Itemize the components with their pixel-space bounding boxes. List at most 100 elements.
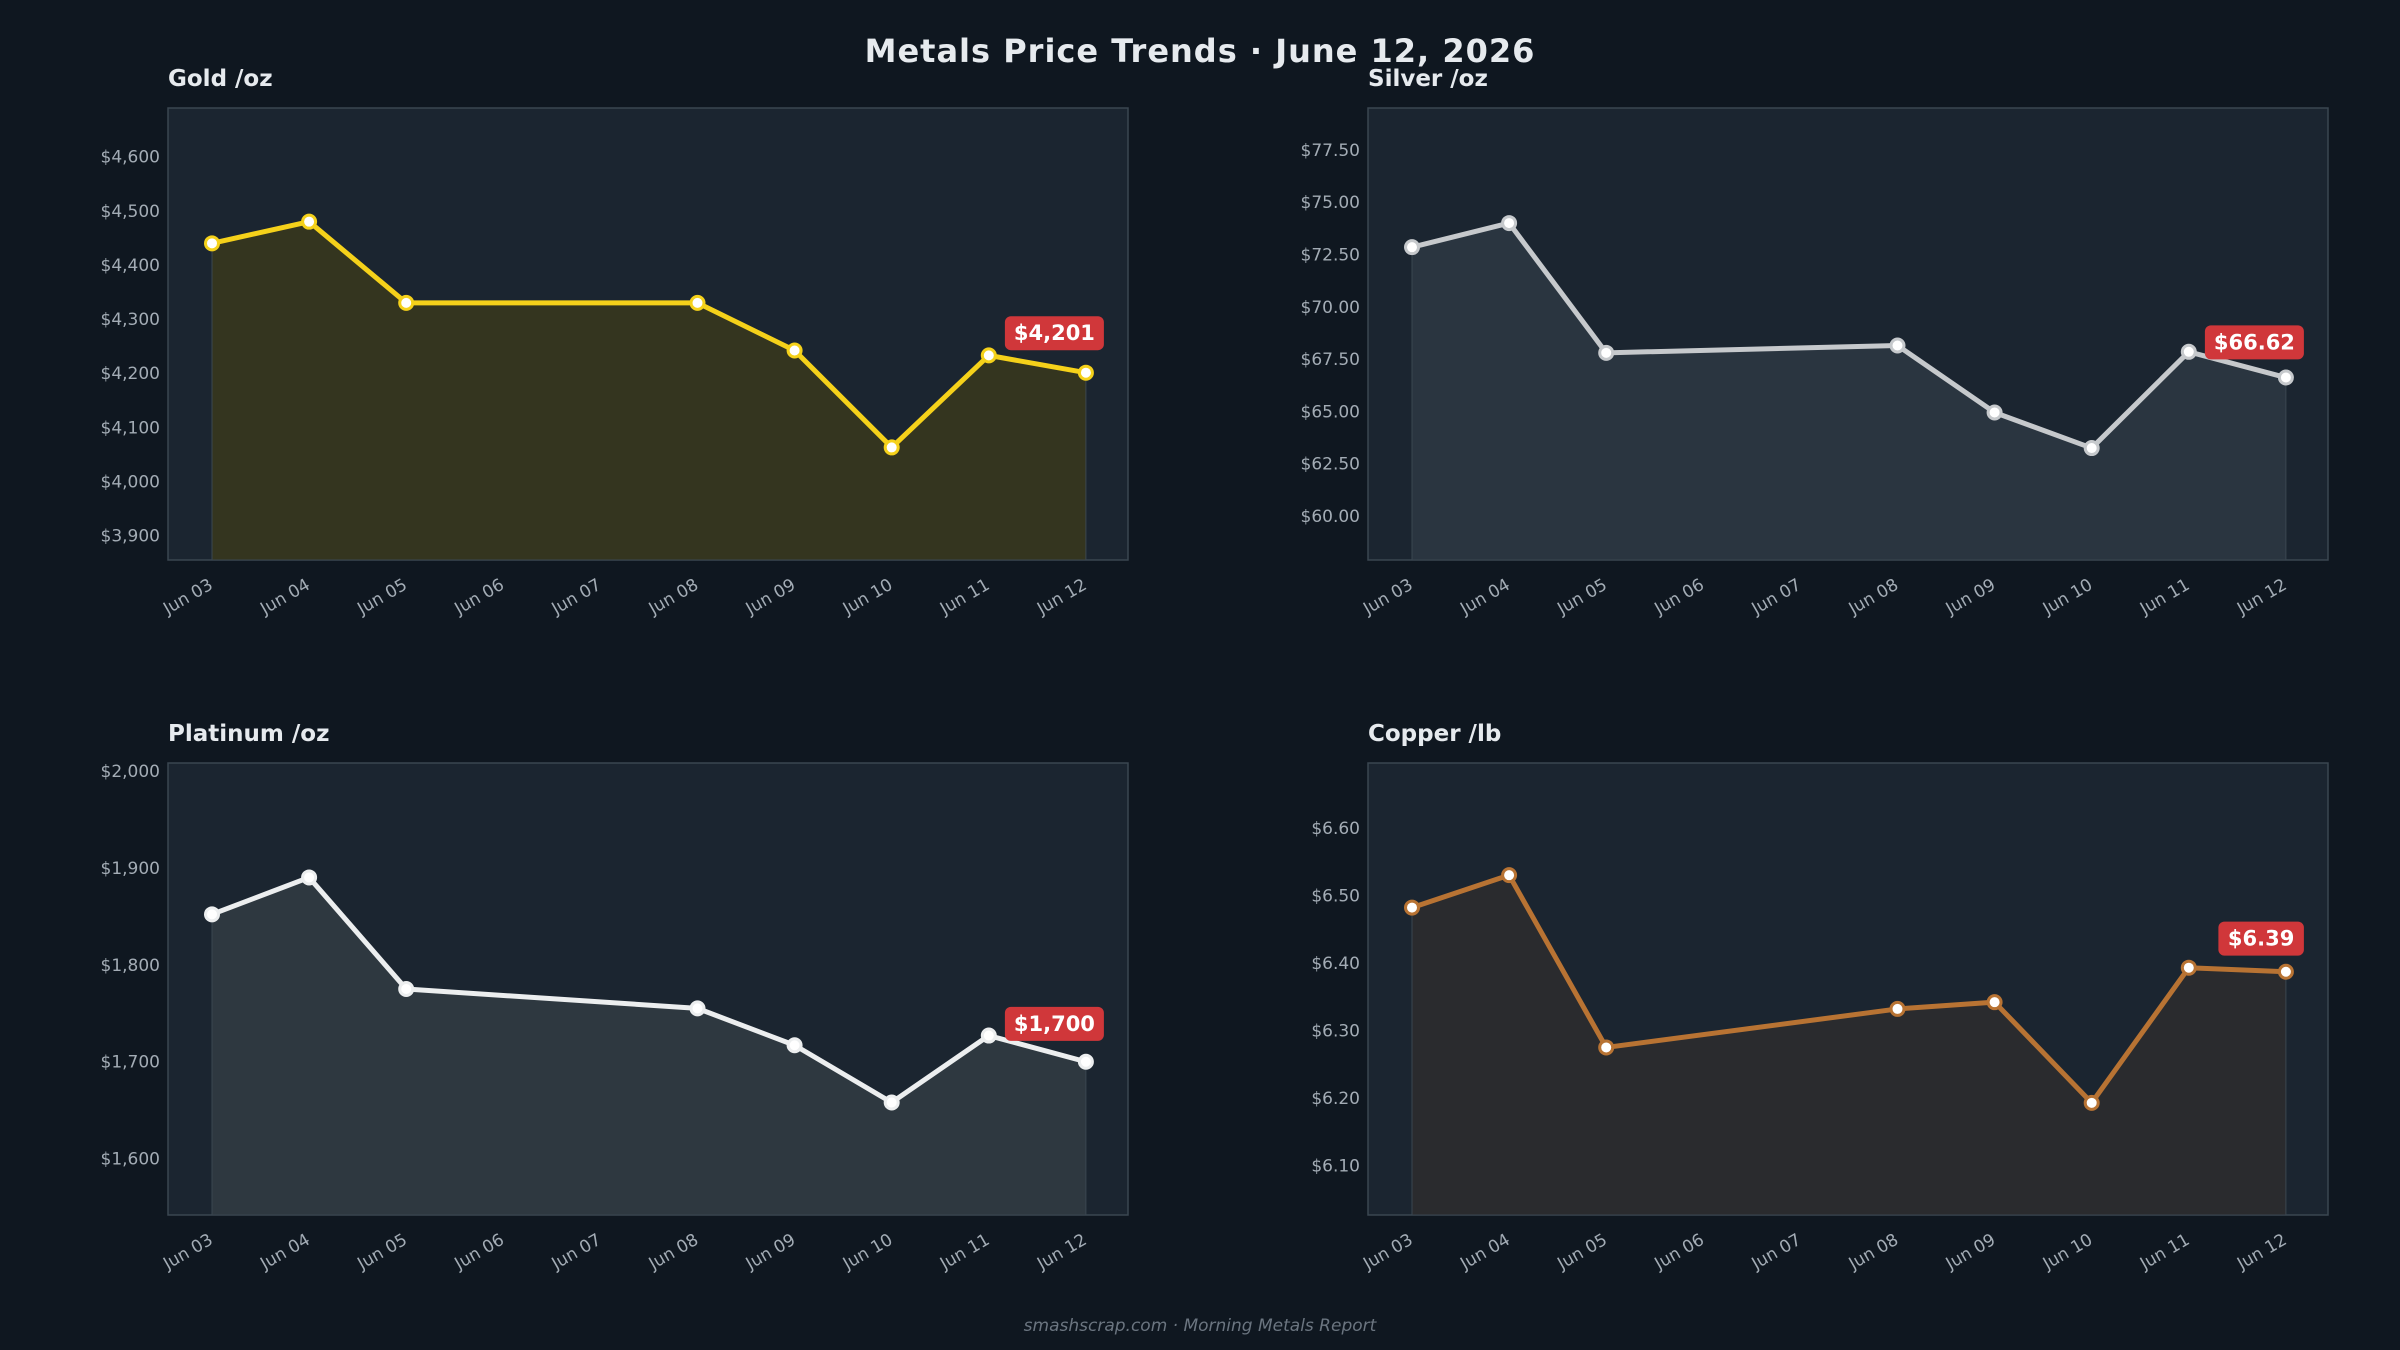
y-tick-label: $62.50	[1301, 455, 1360, 475]
series-line	[1411, 872, 2287, 1106]
y-tick-label: $4,600	[101, 148, 160, 168]
y-tick-label: $1,900	[101, 859, 160, 879]
y-tick-label: $3,900	[101, 527, 160, 547]
y-tick-label: $1,800	[101, 956, 160, 976]
x-tick-label: Jun 10	[839, 1230, 896, 1275]
y-tick-label: $4,000	[101, 473, 160, 493]
y-tick-label: $1,600	[101, 1150, 160, 1170]
x-tick-label: Jun 12	[2233, 575, 2290, 620]
page-title: Metals Price Trends · June 12, 2026	[864, 32, 1536, 70]
x-tick-label: Jun 10	[2039, 575, 2096, 620]
price-callout-badge	[1004, 1006, 1104, 1041]
x-tick-label: Jun 11	[2136, 1230, 2193, 1275]
data-point	[980, 1027, 997, 1044]
y-tick-label: $72.50	[1301, 245, 1360, 265]
data-point	[398, 981, 415, 997]
y-tick-label: $6.30	[1311, 1022, 1360, 1042]
data-point	[398, 294, 415, 311]
chart-panel-1: Gold /oz $3,900 $4,000 $4,100 $4,200 $4,300 $4…	[101, 66, 1129, 620]
x-tick-label: Jun 03	[1359, 1230, 1416, 1275]
y-tick-label: $4,100	[101, 418, 160, 438]
data-point	[1986, 994, 2003, 1011]
price-callout-badge	[1004, 316, 1104, 351]
x-tick-label: Jun 12	[2233, 1230, 2290, 1275]
x-tick-label: Jun 07	[548, 1230, 605, 1275]
x-tick-label: Jun 03	[1359, 575, 1416, 620]
series-line	[1411, 220, 2287, 451]
data-point	[204, 235, 220, 252]
x-tick-label: Jun 11	[2136, 575, 2193, 620]
footer-credit: smashscrap.com · Morning Metals Report	[1023, 1316, 1377, 1336]
data-point	[1889, 337, 1906, 354]
x-tick-label: Jun 05	[353, 1230, 410, 1275]
x-tick-label: Jun 12	[1033, 1230, 1090, 1275]
y-tick-label: $6.60	[1311, 819, 1360, 839]
chart-panel-2: Silver /oz $60.00 $62.50 $65.00 $67.50 $70.00…	[1301, 66, 2329, 620]
y-tick-label: $70.00	[1301, 298, 1360, 318]
data-point	[1501, 215, 1518, 232]
x-tick-label: Jun 09	[742, 1230, 799, 1275]
data-point	[1404, 239, 1420, 256]
data-point	[2277, 963, 2294, 980]
x-tick-label: Jun 06	[1651, 1230, 1708, 1275]
x-tick-label: Jun 12	[1033, 575, 1090, 620]
data-point	[1598, 1039, 1615, 1056]
data-point	[1598, 344, 1615, 361]
y-tick-label: $2,000	[101, 762, 160, 782]
price-callout-text: $4,201	[1014, 321, 1095, 345]
x-tick-label: Jun 10	[839, 575, 896, 620]
price-callout-text: $6.39	[2228, 927, 2294, 951]
data-point	[980, 347, 997, 364]
y-tick-label: $67.50	[1301, 350, 1360, 370]
x-tick-label: Jun 06	[1651, 575, 1708, 620]
y-tick-label: $6.50	[1311, 886, 1360, 906]
y-tick-label: $6.10	[1311, 1157, 1360, 1177]
data-point	[2083, 440, 2100, 457]
x-tick-label: Jun 06	[451, 1230, 508, 1275]
price-callout-badge	[2218, 921, 2304, 956]
x-tick-label: Jun 07	[1748, 575, 1805, 620]
x-tick-label: Jun 10	[2039, 1230, 2096, 1275]
y-tick-label: $4,400	[101, 256, 160, 276]
price-callout-text: $66.62	[2214, 330, 2295, 354]
x-tick-label: Jun 05	[1553, 1230, 1610, 1275]
y-tick-label: $1,700	[101, 1053, 160, 1073]
y-tick-label: $60.00	[1301, 507, 1360, 527]
x-tick-label: Jun 07	[548, 575, 605, 620]
price-callout-text: $1,700	[1014, 1012, 1095, 1036]
data-point	[786, 342, 803, 359]
x-tick-label: Jun 08	[1845, 575, 1902, 620]
data-point	[1889, 1000, 1906, 1017]
chart-panel-4: Copper /lb $6.10 $6.20 $6.30 $6.40 $6.50 $6.60…	[1311, 721, 2329, 1275]
data-point	[786, 1037, 803, 1054]
data-point	[2180, 343, 2197, 360]
data-point	[2180, 959, 2197, 976]
data-point	[689, 294, 706, 311]
data-point	[1404, 899, 1420, 916]
x-tick-label: Jun 06	[451, 575, 508, 620]
panel-title: Silver /oz	[1368, 66, 1488, 92]
y-tick-label: $6.40	[1311, 954, 1360, 974]
x-tick-label: Jun 05	[1553, 575, 1610, 620]
data-point	[1986, 404, 2003, 421]
y-tick-label: $4,300	[101, 310, 160, 330]
x-tick-label: Jun 03	[159, 575, 216, 620]
x-tick-label: Jun 09	[1942, 575, 1999, 620]
data-point	[689, 1000, 706, 1017]
y-tick-label: $6.20	[1311, 1089, 1360, 1109]
data-point	[1077, 1053, 1094, 1070]
data-point	[1077, 364, 1094, 381]
x-tick-label: Jun 09	[742, 575, 799, 620]
panel-title: Gold /oz	[168, 66, 273, 92]
panel-title: Platinum /oz	[168, 721, 329, 747]
y-tick-label: $4,200	[101, 364, 160, 384]
data-point	[1501, 867, 1518, 884]
x-tick-label: Jun 09	[1942, 1230, 1999, 1275]
series-line	[211, 874, 1087, 1105]
price-callout-badge	[2204, 325, 2304, 360]
x-tick-label: Jun 04	[1456, 575, 1513, 620]
x-tick-label: Jun 03	[159, 1230, 216, 1275]
data-point	[883, 1094, 900, 1111]
x-tick-label: Jun 04	[1456, 1230, 1513, 1275]
